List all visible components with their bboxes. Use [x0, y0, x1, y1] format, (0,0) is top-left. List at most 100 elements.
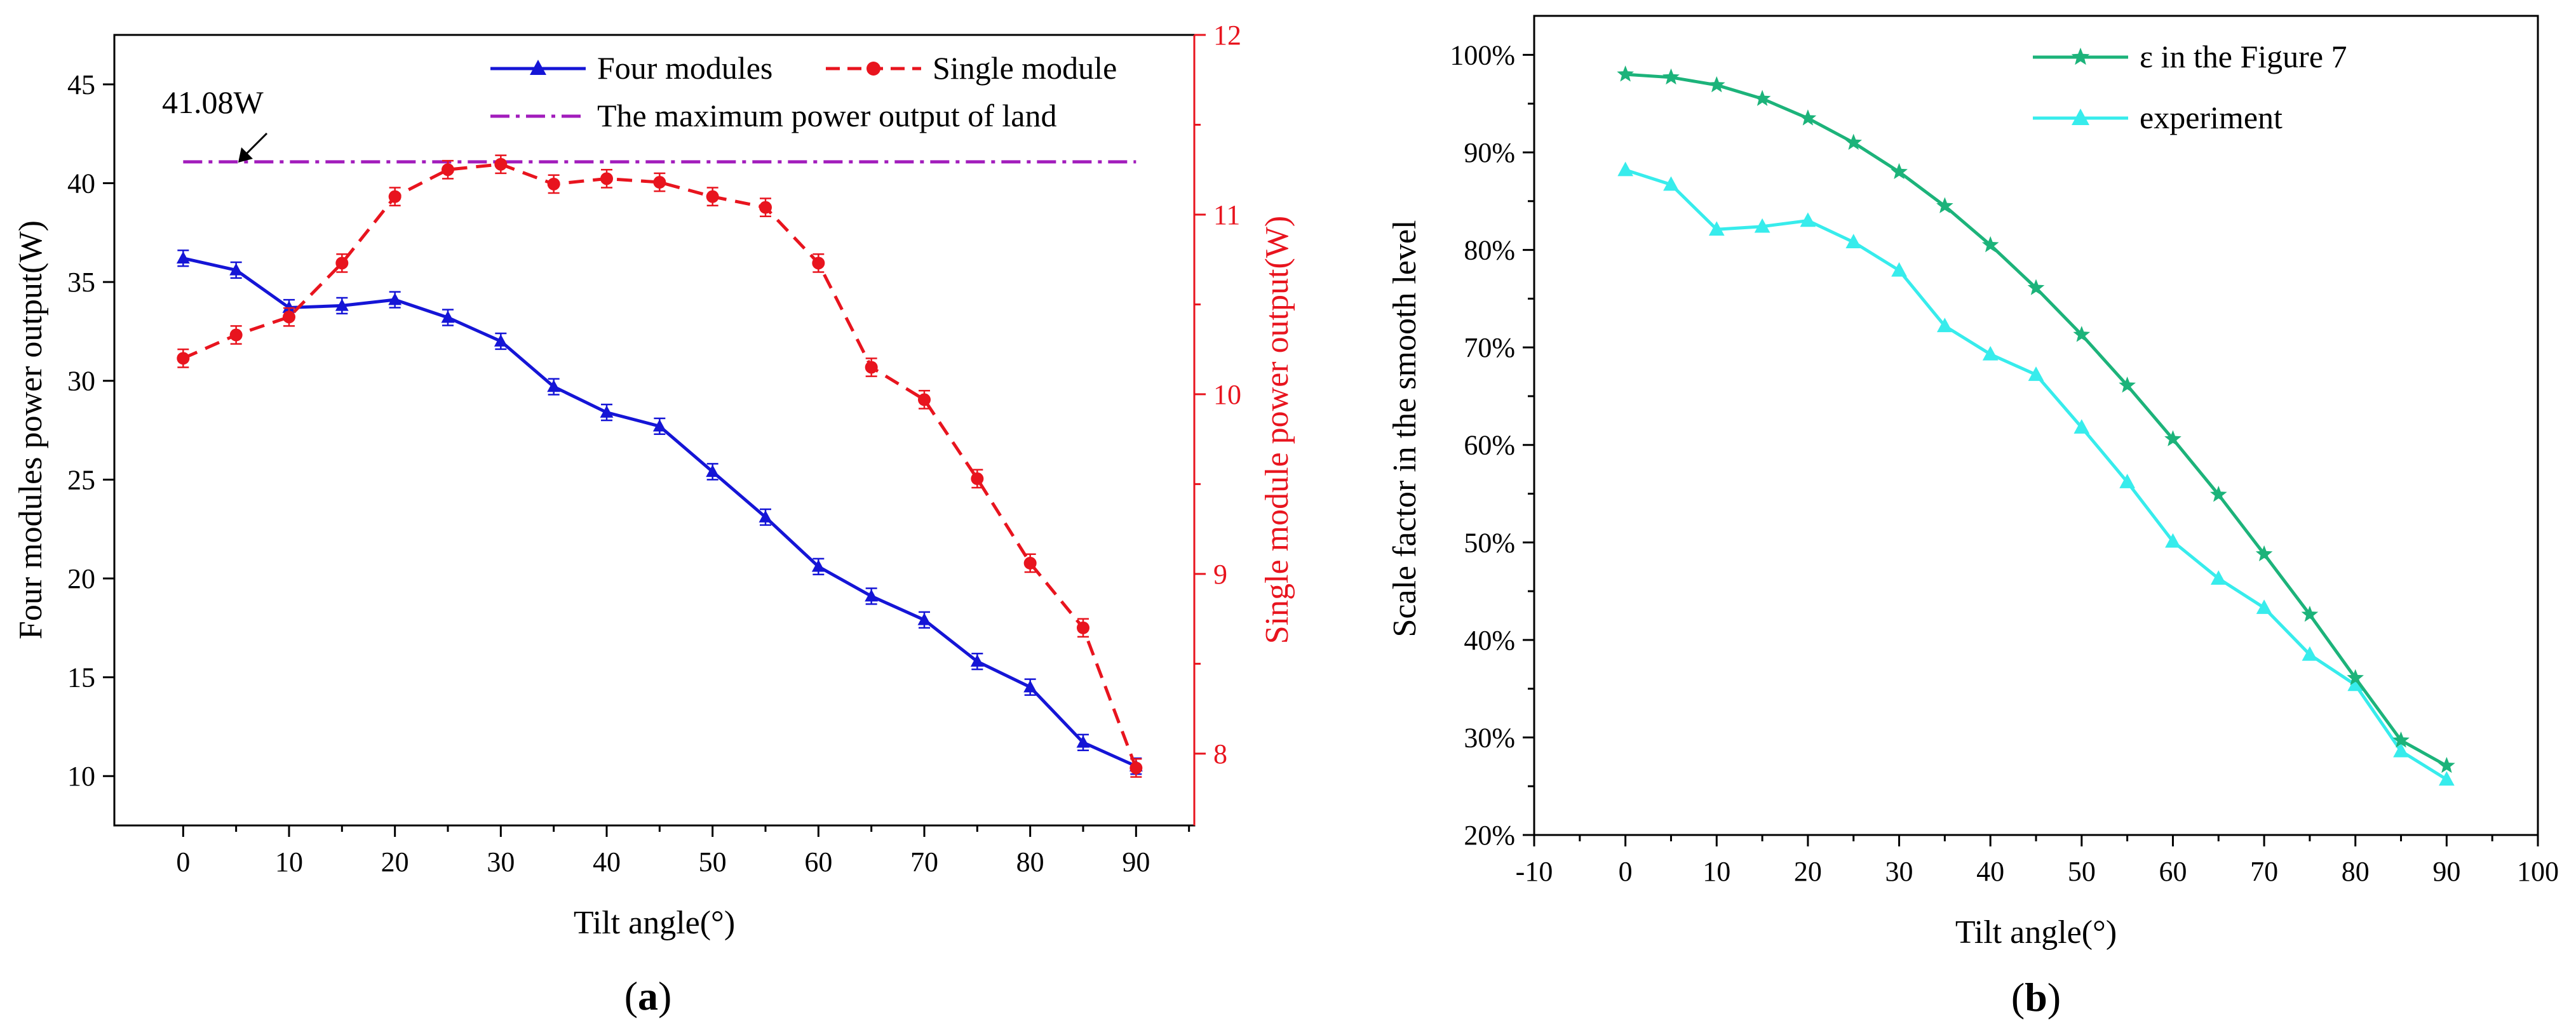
y2-ticks-a: 8 9 10 11 12 — [1194, 20, 1241, 770]
data-point — [970, 654, 984, 667]
data-point — [917, 613, 931, 625]
data-point — [2392, 731, 2410, 748]
data-point — [1023, 680, 1037, 693]
data-point — [2119, 474, 2135, 488]
data-point — [547, 380, 561, 392]
data-point — [1982, 345, 1999, 361]
data-point — [1891, 163, 1908, 179]
x-tick-label: 80 — [2342, 856, 2370, 887]
data-point — [1708, 76, 1725, 93]
data-point — [2439, 771, 2455, 786]
data-point — [1754, 218, 1770, 233]
y-ticks-a: 10 15 20 25 30 35 40 45 — [67, 69, 114, 792]
legend-label-reference: The maximum power output of land — [597, 98, 1056, 133]
x-tick-label: 80 — [1016, 846, 1044, 878]
series-line-single-module — [182, 163, 1138, 769]
data-point — [2165, 533, 2181, 548]
x-tick-label: 20 — [381, 846, 409, 878]
panel-a: 0 10 20 30 40 50 60 70 80 90 10 15 20 25 30 35 40 45 8 9 1… — [13, 20, 1295, 1018]
data-point — [1617, 161, 1633, 177]
data-point — [2074, 419, 2090, 434]
data-point — [282, 300, 296, 313]
data-point — [1800, 212, 1816, 227]
data-point — [2210, 570, 2227, 585]
y-tick-label: 20% — [1464, 820, 1515, 851]
data-point — [335, 257, 349, 270]
x-tick-label: 10 — [1703, 856, 1730, 887]
data-point — [706, 190, 719, 203]
x-tick-label: 30 — [1885, 856, 1913, 887]
y-tick-label: 30 — [67, 366, 95, 397]
legend-marker-triangle-icon — [530, 60, 546, 75]
data-point — [1617, 65, 1634, 82]
data-point — [335, 298, 349, 311]
y-tick-label: 25 — [67, 464, 95, 495]
data-point — [388, 293, 402, 305]
x-tick-label: 0 — [176, 846, 190, 878]
y-tick-label: 35 — [67, 267, 95, 298]
data-point — [2210, 486, 2227, 502]
data-point — [229, 263, 243, 276]
legend-label-single-module: Single module — [933, 50, 1117, 86]
y-tick-label: 30% — [1464, 722, 1515, 753]
y2-tick-label: 12 — [1213, 20, 1241, 51]
y-tick-label: 15 — [67, 662, 95, 693]
data-point — [812, 257, 825, 270]
y-tick-label: 50% — [1464, 527, 1515, 558]
legend-label-epsilon: ε in the Figure 7 — [2140, 39, 2347, 74]
x-tick-label: 60 — [804, 846, 832, 878]
data-point — [2119, 377, 2136, 393]
data-point — [1023, 556, 1037, 570]
data-point — [177, 352, 190, 365]
data-point — [2028, 366, 2044, 381]
x-tick-label: 0 — [1619, 856, 1633, 887]
data-point — [2347, 676, 2364, 691]
data-point — [494, 334, 508, 347]
data-point — [1708, 221, 1725, 236]
y-axis-label-b: Scale factor in the smooth level — [1387, 220, 1423, 637]
y-tick-label: 40% — [1464, 625, 1515, 656]
series-line-four-modules — [182, 257, 1137, 768]
data-point — [2256, 599, 2272, 614]
y-tick-label: 10 — [67, 761, 95, 792]
data-point — [176, 251, 190, 264]
x-tick-label: 70 — [2250, 856, 2278, 887]
panel-b: -10 0 10 20 30 40 50 60 70 80 90 100 20% 30% 40% 50% 60… — [1387, 15, 2559, 1020]
legend-marker-circle-icon — [867, 62, 880, 76]
legend-label-four-modules: Four modules — [597, 50, 772, 86]
x-ticks-a: 0 10 20 30 40 50 60 70 80 90 — [176, 825, 1190, 878]
legend-b: ε in the Figure 7 experiment — [2033, 39, 2347, 135]
y2-axis-label-a: Single module power output(W) — [1259, 216, 1295, 644]
y2-tick-label: 8 — [1213, 738, 1227, 770]
series-a — [176, 154, 1143, 778]
x-tick-label: 40 — [1976, 856, 2004, 887]
series-line-experiment — [1624, 168, 2448, 781]
data-point — [759, 201, 772, 214]
data-point — [2438, 757, 2455, 773]
data-point — [1662, 68, 1680, 85]
x-tick-label: 10 — [275, 846, 303, 878]
annotation-arrow-head-icon — [238, 147, 253, 163]
data-point — [1891, 262, 1907, 277]
data-point — [229, 328, 243, 342]
x-tick-label: 60 — [2159, 856, 2187, 887]
data-point — [2301, 605, 2319, 622]
annotation-arrow-line — [243, 132, 268, 157]
data-point — [1981, 236, 1999, 253]
data-point — [1753, 90, 1771, 106]
x-tick-label: 90 — [1122, 846, 1150, 878]
data-point — [1077, 621, 1089, 634]
x-axis-label-b: Tilt angle(°) — [1955, 914, 2117, 951]
data-point — [494, 157, 508, 171]
data-point — [759, 510, 772, 523]
data-point — [1845, 234, 1862, 249]
panel-label-a: (a) — [624, 973, 672, 1018]
y2-tick-label: 11 — [1213, 199, 1240, 230]
y-tick-label: 70% — [1464, 332, 1515, 363]
data-point — [2393, 742, 2409, 758]
y2-tick-label: 10 — [1213, 379, 1241, 410]
x-tick-label: 40 — [593, 846, 621, 878]
x-tick-label: 100 — [2517, 856, 2559, 887]
data-point — [811, 559, 825, 572]
data-point — [441, 310, 455, 323]
